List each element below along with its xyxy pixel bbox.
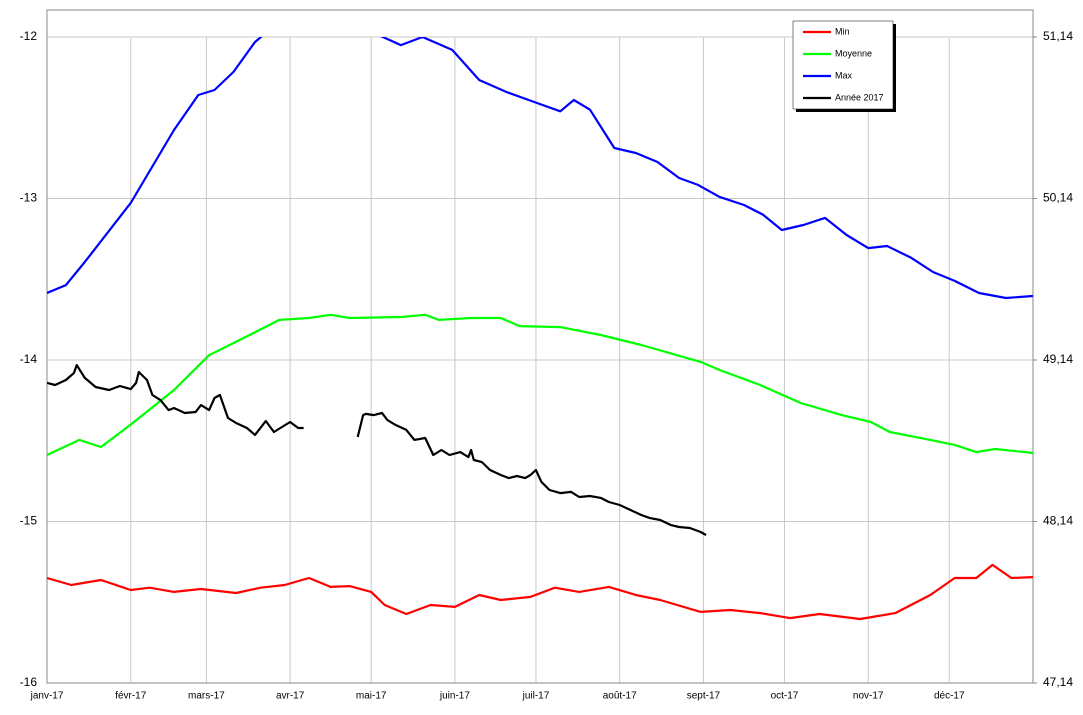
series-line: [47, 37, 1033, 300]
x-tick-label: sept-17: [687, 691, 721, 702]
labels: -16 -15 -14 -13 -12 47,14 48,14 49,14 50,14 51,14…: [20, 29, 1074, 701]
lines: [47, 37, 1033, 621]
y-tick-label: -13: [20, 191, 38, 205]
x-tick-label: mai-17: [356, 691, 387, 702]
y-tick-label: -12: [20, 29, 38, 43]
x-tick-label: août-17: [603, 691, 637, 702]
y-tick-label: -15: [20, 514, 38, 528]
legend-box: [792, 20, 894, 110]
y2-tick-label: 48,14: [1043, 514, 1073, 528]
legend: Min Moyenne Max Année 2017: [792, 20, 896, 112]
y-tick-label: -14: [20, 352, 38, 366]
legend-label: Année 2017: [835, 92, 884, 102]
legend-label: Moyenne: [835, 48, 872, 58]
series-line: [47, 563, 1033, 621]
x-tick-label: déc-17: [934, 691, 965, 702]
x-tick-label: juil-17: [522, 691, 550, 702]
legend-label: Max: [835, 70, 853, 80]
grid: [46, 36, 1033, 684]
y2-tick-label: 50,14: [1043, 191, 1073, 205]
y2-tick-label: 51,14: [1043, 29, 1073, 43]
series-line: [47, 363, 707, 537]
x-tick-label: avr-17: [276, 691, 305, 702]
x-tick-label: janv-17: [30, 691, 64, 702]
plot-frame: [46, 9, 1034, 684]
x-tick-label: juin-17: [439, 691, 470, 702]
x-tick-label: févr-17: [115, 691, 147, 702]
y-tick-label: -16: [20, 675, 38, 689]
y2-tick-label: 47,14: [1043, 675, 1073, 689]
x-tick-label: oct-17: [771, 691, 799, 702]
y2-tick-label: 49,14: [1043, 352, 1073, 366]
legend-label: Min: [835, 26, 850, 36]
series-line: [47, 313, 1033, 456]
x-tick-label: nov-17: [853, 691, 884, 702]
x-tick-label: mars-17: [188, 691, 225, 702]
